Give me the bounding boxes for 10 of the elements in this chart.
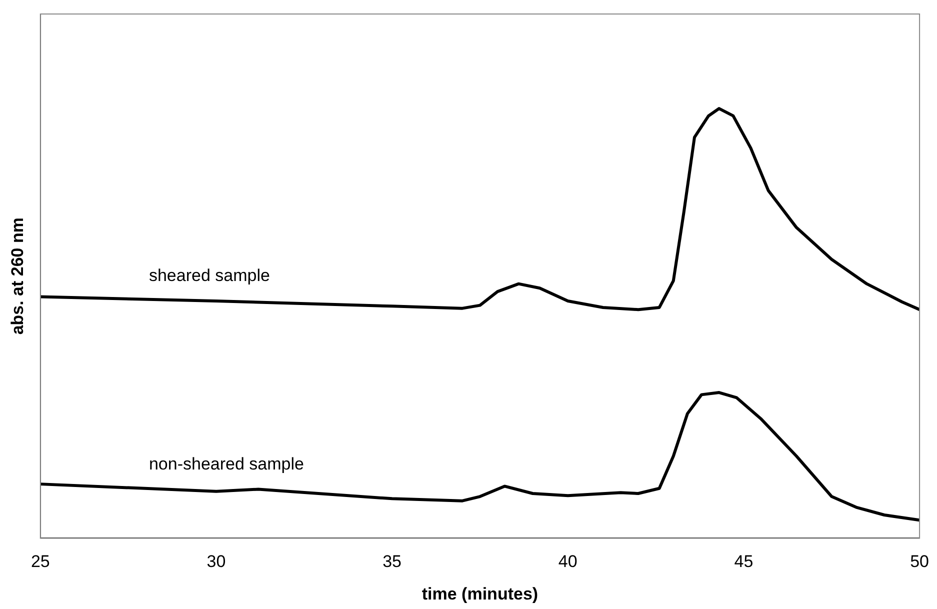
x-tick-label: 35 [382, 552, 402, 572]
x-tick-label: 40 [558, 552, 578, 572]
series-label: non-sheared sample [148, 454, 304, 474]
series-label: sheared sample [148, 266, 270, 286]
x-tick-label: 45 [734, 552, 754, 572]
x-axis-title: time (minutes) [422, 584, 538, 604]
y-axis-title: abs. at 260 nm [8, 218, 27, 335]
x-tick-label: 50 [910, 552, 930, 572]
x-tick-label: 25 [30, 552, 50, 572]
x-tick-label: 30 [206, 552, 226, 572]
